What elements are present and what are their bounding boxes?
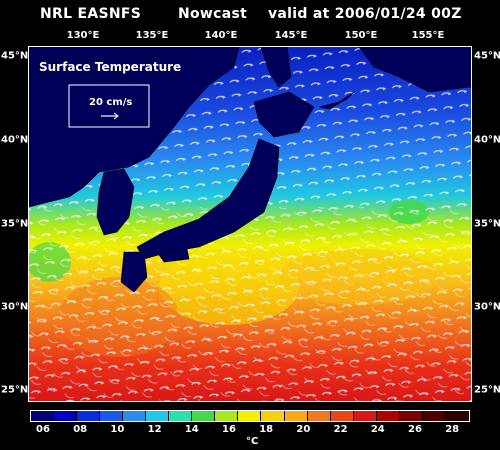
product-type-label: Nowcast	[178, 6, 248, 22]
field-title: Surface Temperature	[39, 60, 181, 74]
lon-label-135: 135°E	[135, 30, 169, 41]
colorbar-tick-label: 16	[222, 424, 236, 435]
lat-label-left-40: 40°N	[1, 134, 29, 146]
colorbar-segment	[330, 411, 354, 421]
colorbar-tick-label: 28	[445, 424, 460, 435]
lat-label-left-35: 35°N	[1, 218, 29, 230]
vector-scale-label: 20 cm/s	[89, 97, 132, 108]
colorbar-segment	[100, 411, 124, 421]
colorbar-segment	[284, 411, 308, 421]
map-canvas: Surface Temperature 20 cm/s	[29, 47, 471, 401]
field-title-box	[33, 55, 187, 77]
lat-label-left-25: 25°N	[1, 384, 29, 396]
source-label: NRL EASNFS	[40, 6, 142, 22]
colorbar-segment	[77, 411, 101, 421]
sakhalin	[260, 47, 292, 88]
colorbar-segment	[215, 411, 239, 421]
lat-label-right-35: 35°N	[474, 218, 500, 230]
lon-label-130: 130°E	[66, 30, 100, 41]
colorbar-segment	[399, 411, 423, 421]
colorbar-segment	[307, 411, 331, 421]
colorbar-segment	[123, 411, 147, 421]
colorbar-segment	[422, 411, 446, 421]
colorbar-segment	[261, 411, 285, 421]
vector-scale-box	[68, 84, 150, 128]
colorbar-tick-label: 20	[296, 424, 311, 435]
colorbar-segment	[146, 411, 170, 421]
shikoku	[156, 248, 190, 263]
lat-label-right-45: 45°N	[474, 50, 500, 62]
colorbar-tick-label: 12	[147, 424, 162, 435]
lat-label-right-25: 25°N	[474, 384, 500, 396]
northern-land	[358, 47, 471, 93]
lon-label-155: 155°E	[411, 30, 445, 41]
colorbar-tick-label: 26	[408, 424, 422, 435]
colorbar-tick-label: 22	[333, 424, 348, 435]
colorbar-segment	[238, 411, 262, 421]
colorbar-segment	[353, 411, 377, 421]
colorbar-tick-label: 10	[110, 424, 125, 435]
korean-peninsula	[96, 168, 135, 236]
colorbar-segment	[376, 411, 400, 421]
colorbar-segment	[169, 411, 193, 421]
colorbar-tick-label: 06	[36, 424, 50, 435]
colorbar-tick-label: 14	[184, 424, 199, 435]
kuril-islands	[318, 91, 355, 110]
colorbar-unit: °C	[246, 436, 259, 447]
current-vectors-warm	[29, 207, 471, 401]
lat-label-right-30: 30°N	[474, 301, 500, 313]
vector-scale-arrowhead	[113, 112, 119, 120]
colorbar-tick-label: 08	[73, 424, 88, 435]
lat-label-left-30: 30°N	[1, 301, 29, 313]
lon-label-150: 150°E	[344, 30, 378, 41]
lon-label-145: 145°E	[274, 30, 308, 41]
lat-label-right-40: 40°N	[474, 134, 500, 146]
colorbar-tick-label: 24	[370, 424, 385, 435]
colorbar-tick-label: 18	[259, 424, 274, 435]
hokkaido	[253, 91, 315, 138]
lon-label-140: 140°E	[204, 30, 238, 41]
colorbar-segment	[54, 411, 78, 421]
sst-map: Surface Temperature 20 cm/s	[28, 46, 472, 402]
lat-label-left-45: 45°N	[1, 50, 29, 62]
kyushu	[120, 251, 148, 293]
temperature-colorbar	[30, 410, 470, 422]
valid-time-label: valid at 2006/01/24 00Z	[268, 6, 462, 22]
honshu	[136, 138, 280, 260]
colorbar-segment	[192, 411, 216, 421]
colorbar-segment	[445, 411, 469, 421]
colorbar-segment	[31, 411, 55, 421]
